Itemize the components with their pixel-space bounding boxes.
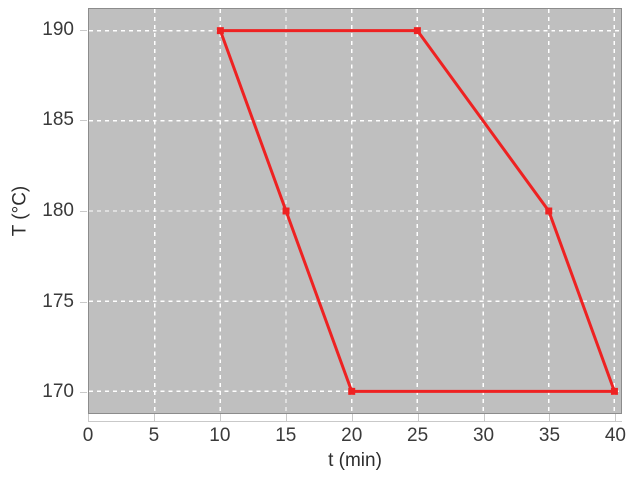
x-tick-mark [483,414,485,421]
data-point-marker [413,27,421,35]
x-tick-label: 5 [148,425,160,446]
data-point-marker [545,207,553,215]
x-tick-label: 35 [538,425,561,446]
y-axis-title: T (°C) [0,0,40,422]
x-tick-label: 30 [472,425,495,446]
data-point-marker [348,387,356,395]
plot-area [88,8,622,414]
y-tick-mark [80,120,87,122]
x-axis-title: t (min) [328,450,382,471]
x-tick-mark [615,414,617,421]
x-tick-label: 40 [604,425,626,446]
data-point-marker [216,27,224,35]
data-point-marker [282,207,290,215]
y-tick-mark [80,211,87,212]
y-tick-label: 170 [42,381,74,403]
y-tick-mark [80,392,87,394]
x-tick-label: 20 [341,425,363,446]
y-tick-label: 190 [42,18,74,40]
x-tick-mark [153,414,155,421]
y-tick-label: 180 [42,200,74,221]
x-tick-mark [549,414,551,421]
x-tick-label: 15 [275,425,297,446]
y-axis-title-text: T (°C) [9,185,31,237]
x-tick-mark [417,414,419,421]
x-tick-mark [88,414,89,421]
x-tick-label: 25 [407,425,429,446]
y-tick-label: 175 [42,290,74,312]
x-tick-label: 0 [82,425,94,446]
x-tick-mark [351,414,353,421]
y-tick-mark [80,301,87,303]
data-point-marker [610,387,618,395]
y-tick-mark [80,29,87,31]
x-tick-mark [219,414,221,421]
y-tick-label: 185 [42,109,74,131]
data-series-layer [216,27,618,395]
x-tick-label: 10 [209,425,231,446]
x-tick-mark [285,414,287,421]
x-axis-line [88,421,622,422]
